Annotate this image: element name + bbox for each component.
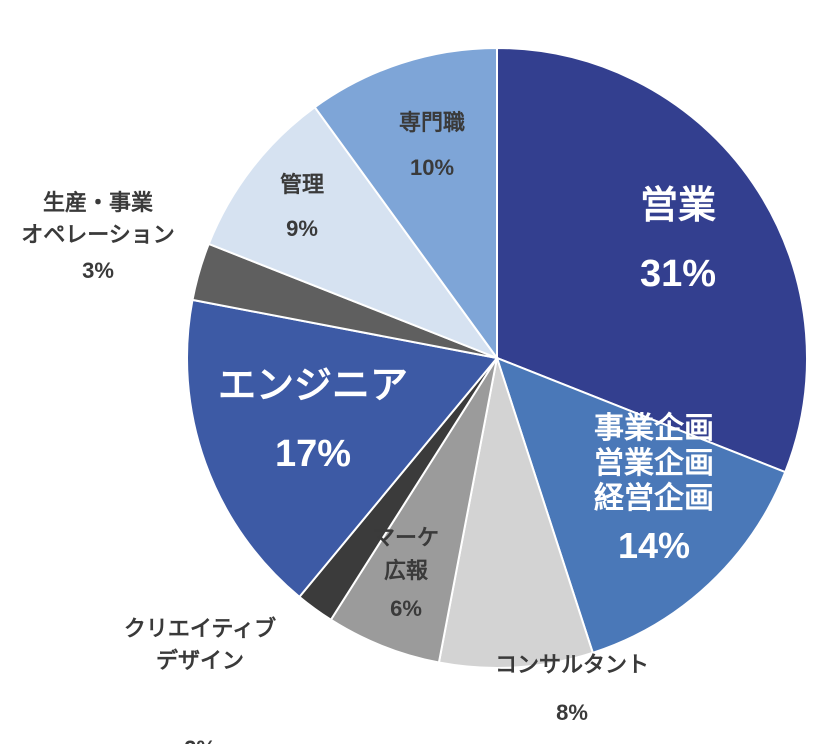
slice-percent-7: 9% (286, 216, 318, 241)
slice-label-6-line-1: オペレーション (21, 222, 175, 247)
slice-percent-5: 17% (275, 433, 351, 475)
slice-percent-4: 2% (184, 736, 216, 744)
slice-label-6-line-0: 生産・事業 (43, 190, 154, 215)
pie-slices (186, 46, 808, 669)
pie-slice-7 (207, 105, 500, 361)
slice-label-5-line-0: エンジニア (218, 365, 408, 407)
pie-slice-0 (496, 46, 808, 474)
slice-label-0-line-0: 営業 (640, 185, 716, 227)
slice-label-1-line-0: 事業企画 (594, 411, 714, 445)
pie-slice-8 (313, 46, 498, 362)
pie-slice-5 (186, 298, 499, 599)
slice-percent-2: 8% (556, 700, 588, 725)
slice-percent-3: 6% (390, 596, 422, 621)
slice-percent-6: 3% (82, 258, 114, 283)
slice-percent-0: 31% (640, 253, 716, 295)
slice-label-3-line-1: 広報 (384, 558, 429, 583)
pie-slice-2 (437, 357, 595, 669)
slice-label-2-line-0: コンサルタント (495, 652, 649, 677)
slice-label-3-line-0: マーケ (373, 525, 439, 550)
slice-label-7-line-0: 管理 (280, 172, 324, 197)
slice-label-8-line-0: 専門職 (399, 110, 465, 135)
slice-percent-8: 10% (410, 155, 454, 180)
slice-label-1-line-1: 営業企画 (594, 446, 714, 480)
slice-label-4-line-1: デザイン (156, 648, 244, 673)
slice-label-4-line-0: クリエイティブ (124, 616, 276, 641)
slice-label-1-line-2: 経営企画 (594, 481, 714, 515)
slice-percent-1: 14% (618, 525, 690, 566)
